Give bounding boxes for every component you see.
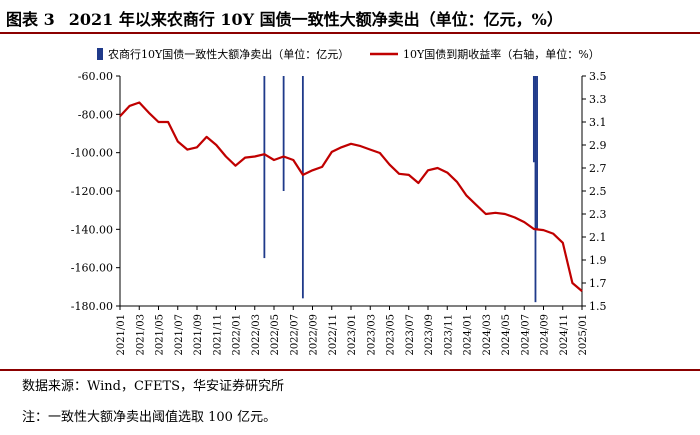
bar-net-sell <box>532 76 535 163</box>
x-axis-tick-label: 2025/01 <box>578 314 589 356</box>
right-axis-tick-label: 1.5 <box>589 300 607 313</box>
left-axis-tick-label: -100.00 <box>71 147 113 160</box>
source-note: 数据来源：Wind，CFETS，华安证券研究所 <box>22 379 285 394</box>
x-axis-tick-label: 2021/03 <box>135 314 146 356</box>
x-axis-tick-label: 2022/05 <box>270 314 281 356</box>
bar-net-sell <box>282 76 285 191</box>
right-axis-tick-label: 2.3 <box>589 208 607 221</box>
x-axis-tick-label: 2022/11 <box>328 314 339 356</box>
right-axis-tick-label: 3.5 <box>589 70 607 83</box>
x-axis-tick-label: 2023/11 <box>443 314 454 356</box>
footnote: 注：一致性大额净卖出阈值选取 100 亿元。 <box>22 410 277 425</box>
left-axis-tick-label: -180.00 <box>71 300 113 313</box>
x-axis-tick-label: 2022/01 <box>232 314 243 356</box>
chart-svg: 农商行10Y国债一致性大额净卖出（单位：亿元） 10Y国债到期收益率（右轴，单位：… <box>71 47 607 356</box>
x-axis-tick-label: 2022/09 <box>309 314 320 356</box>
right-axis-tick-label: 2.5 <box>589 185 607 198</box>
bar-net-sell <box>536 76 538 230</box>
x-axis-tick-label: 2021/01 <box>116 314 127 356</box>
x-axis-tick-label: 2023/03 <box>366 314 377 356</box>
yield-line <box>119 101 583 292</box>
x-axis-tick-label: 2024/11 <box>559 314 570 356</box>
left-axis-tick-label: -80.00 <box>78 108 113 121</box>
top-rule <box>0 32 700 34</box>
figure-title: 2021 年以来农商行 10Y 国债一致性大额净卖出（单位：亿元，%） <box>68 10 563 29</box>
x-axis-tick-label: 2021/09 <box>193 314 204 356</box>
left-axis-tick-label: -140.00 <box>71 223 113 236</box>
legend-swatch-bars <box>97 48 103 60</box>
right-axis-tick-label: 1.9 <box>589 254 607 267</box>
legend-label-line: 10Y国债到期收益率（右轴，单位：%） <box>403 47 600 61</box>
x-axis-tick-label: 2023/05 <box>386 314 397 356</box>
left-axis-tick-label: -160.00 <box>71 262 113 275</box>
right-axis-tick-label: 1.7 <box>589 277 607 290</box>
bar-net-sell <box>534 76 537 303</box>
x-axis-tick-label: 2022/07 <box>289 314 300 356</box>
bottom-rule <box>0 369 700 371</box>
left-axis-tick-label: -120.00 <box>71 185 113 198</box>
x-axis-tick-label: 2021/07 <box>174 314 185 356</box>
bar-net-sell <box>263 76 266 259</box>
right-axis-tick-label: 3.1 <box>589 116 607 129</box>
x-axis-tick-label: 2023/09 <box>424 314 435 356</box>
left-axis-tick-label: -60.00 <box>78 70 113 83</box>
x-axis-tick-label: 2024/03 <box>482 314 493 356</box>
right-axis-tick-label: 2.7 <box>589 162 607 175</box>
x-axis-tick-label: 2024/01 <box>463 314 474 356</box>
x-axis-tick-label: 2024/05 <box>501 314 512 356</box>
figure-label: 图表 3 <box>6 10 55 29</box>
legend-label-bars: 农商行10Y国债一致性大额净卖出（单位：亿元） <box>108 47 349 61</box>
x-axis-tick-label: 2024/09 <box>540 314 551 356</box>
chart-title: 图表 3 2021 年以来农商行 10Y 国债一致性大额净卖出（单位：亿元，%） <box>6 6 563 30</box>
bar-net-sell <box>301 76 304 299</box>
x-axis-tick-label: 2023/07 <box>405 314 416 356</box>
right-axis-tick-label: 2.9 <box>589 139 607 152</box>
x-axis-tick-label: 2023/01 <box>347 314 358 356</box>
x-axis-tick-label: 2022/03 <box>251 314 262 356</box>
x-axis-tick-label: 2021/05 <box>155 314 166 356</box>
right-axis-tick-label: 2.1 <box>589 231 607 244</box>
x-axis-tick-label: 2021/11 <box>212 314 223 356</box>
right-axis-tick-label: 3.3 <box>589 93 607 106</box>
x-axis-tick-label: 2024/07 <box>520 314 531 356</box>
